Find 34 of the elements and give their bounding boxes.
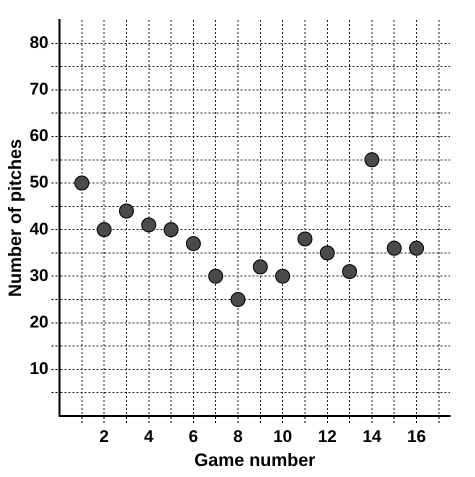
point: [386, 240, 402, 256]
y-tick-label: 20: [30, 312, 49, 332]
y-axis-title: Number of pitches: [4, 138, 25, 298]
x-tick-label: 4: [144, 426, 154, 446]
point: [297, 231, 312, 246]
x-tick-label: 14: [362, 426, 382, 446]
y-tick-label: 80: [30, 32, 49, 52]
x-tick-label: 10: [273, 426, 292, 446]
point: [364, 152, 380, 168]
x-tick-label: 8: [233, 426, 243, 446]
y-tick-label: 70: [30, 80, 49, 99]
x-tick-label: 2: [99, 426, 109, 446]
point: [74, 176, 90, 191]
point: [186, 236, 201, 252]
point: [141, 217, 156, 232]
x-tick-label: 12: [318, 426, 337, 446]
point: [320, 245, 335, 260]
y-tick-label: 40: [30, 219, 49, 238]
point: [96, 222, 112, 238]
point: [252, 259, 268, 274]
point: [230, 292, 246, 308]
x-tick-label: 16: [407, 426, 426, 446]
y-tick-label: 60: [30, 126, 49, 146]
x-axis-title: Game number: [194, 450, 316, 470]
point: [208, 268, 224, 284]
point: [409, 240, 424, 256]
point: [164, 222, 179, 238]
x-tick-label: 6: [188, 426, 198, 446]
y-tick-label: 10: [30, 359, 49, 378]
point: [342, 264, 358, 280]
point: [275, 268, 290, 284]
point: [118, 204, 134, 219]
y-tick-label: 30: [30, 266, 49, 285]
y-tick-label: 50: [30, 172, 49, 192]
